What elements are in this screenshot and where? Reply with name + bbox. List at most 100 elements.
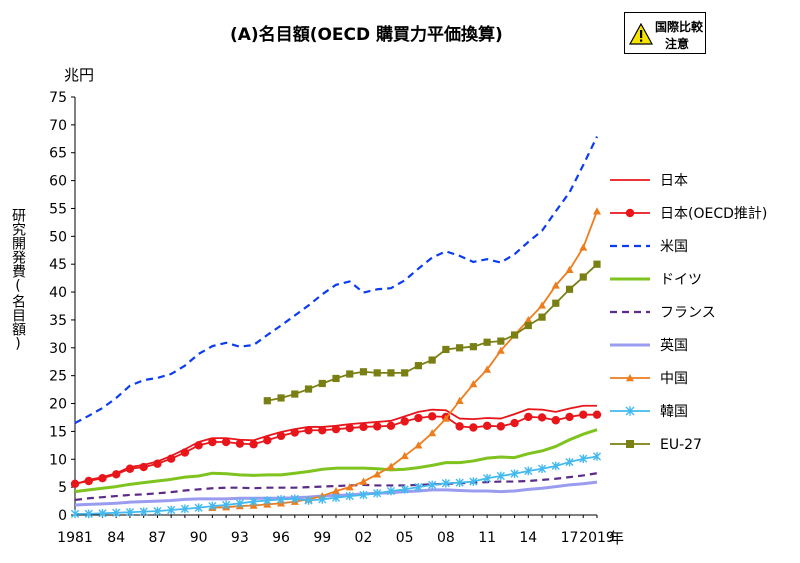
data-point-circle xyxy=(386,421,396,431)
data-point-star xyxy=(194,503,203,513)
legend-item: ドイツ xyxy=(610,272,702,288)
y-tick-label: 35 xyxy=(49,313,67,329)
data-point-circle xyxy=(331,424,341,434)
data-point-circle xyxy=(180,448,190,457)
data-point-star xyxy=(537,464,547,474)
y-tick-label: 5 xyxy=(58,480,67,496)
data-point-square xyxy=(497,337,505,345)
legend-label: 英国 xyxy=(660,337,688,354)
warning-badge-line2: 注意 xyxy=(665,37,690,51)
data-point-triangle xyxy=(455,396,464,404)
data-point-star xyxy=(318,495,327,504)
data-point-triangle xyxy=(524,315,533,324)
data-point-star xyxy=(625,406,635,416)
data-point-square xyxy=(524,321,532,330)
data-point-square xyxy=(359,368,368,376)
series-line xyxy=(74,428,598,494)
y-tick-label: 0 xyxy=(58,508,67,524)
data-point-square xyxy=(456,344,464,352)
data-point-circle xyxy=(290,428,299,437)
data-point-star xyxy=(592,452,602,461)
data-point-circle xyxy=(194,441,203,450)
data-point-circle xyxy=(166,454,176,463)
y-tick-label: 70 xyxy=(49,118,67,134)
y-tick-label: 15 xyxy=(49,424,67,440)
x-tick-label: 11 xyxy=(478,530,496,546)
legend-item: フランス xyxy=(610,305,716,321)
data-point-square xyxy=(483,338,491,346)
data-point-circle xyxy=(524,412,533,422)
data-point-square xyxy=(442,345,450,354)
data-point-triangle xyxy=(593,207,601,215)
data-point-circle xyxy=(235,439,245,448)
legend-label: 日本 xyxy=(660,173,688,189)
data-point-triangle xyxy=(345,483,354,491)
data-point-star xyxy=(167,505,176,515)
data-point-circle xyxy=(455,422,464,431)
x-tick-label: 96 xyxy=(272,530,290,546)
data-point-star xyxy=(483,473,492,483)
data-point-square xyxy=(346,370,354,378)
y-tick-label: 30 xyxy=(49,341,67,357)
data-point-star xyxy=(222,500,231,510)
data-point-circle xyxy=(304,426,313,435)
data-point-square xyxy=(263,397,271,405)
data-point-circle xyxy=(98,474,107,483)
data-point-star xyxy=(441,478,450,488)
data-point-square xyxy=(373,369,381,377)
data-point-triangle xyxy=(551,281,560,289)
legend-label: EU-27 xyxy=(660,437,702,453)
data-point-star xyxy=(208,501,217,511)
data-point-square xyxy=(552,299,560,307)
warning-badge-line1: 国際比較 xyxy=(655,20,704,34)
data-point-circle xyxy=(70,479,80,488)
x-tick-label: 17 xyxy=(561,530,579,546)
data-point-circle xyxy=(263,436,272,445)
data-point-triangle xyxy=(441,414,450,422)
data-point-square xyxy=(579,273,587,281)
data-point-circle xyxy=(414,413,423,423)
data-point-star xyxy=(125,507,135,517)
data-point-circle xyxy=(510,418,519,428)
data-point-circle xyxy=(249,440,258,449)
international-comparison-warning-badge: 国際比較 注意 xyxy=(624,12,706,54)
y-axis-label: 研究開発費(名目額) xyxy=(10,208,26,352)
data-point-square xyxy=(510,331,519,339)
data-point-star xyxy=(469,477,478,486)
series-line xyxy=(267,263,598,402)
x-tick-label: 90 xyxy=(190,530,208,546)
data-point-star xyxy=(70,509,80,519)
data-point-circle xyxy=(276,431,286,441)
data-point-star xyxy=(263,496,272,505)
data-point-star xyxy=(84,509,93,519)
data-point-square xyxy=(428,356,436,364)
series-8 xyxy=(263,260,601,405)
data-point-square xyxy=(469,343,477,351)
data-point-star xyxy=(455,478,464,487)
data-point-triangle xyxy=(428,429,437,437)
legend-item: 米国 xyxy=(610,239,688,255)
data-point-star xyxy=(524,466,533,476)
data-point-circle xyxy=(469,423,478,432)
data-point-circle xyxy=(221,437,231,447)
x-tick-label: 93 xyxy=(231,530,249,546)
data-point-square xyxy=(318,379,326,388)
data-point-triangle xyxy=(414,441,423,449)
y-tick-label: 50 xyxy=(49,229,67,245)
data-point-triangle xyxy=(386,462,395,470)
x-tick-label: 08 xyxy=(437,530,455,546)
x-tick-label: 1981 xyxy=(57,530,93,546)
data-point-circle xyxy=(579,410,588,419)
data-point-star xyxy=(373,488,382,498)
y-tick-label: 25 xyxy=(49,369,67,385)
series-2 xyxy=(74,136,598,425)
series-1 xyxy=(70,410,602,488)
legend-item: EU-27 xyxy=(610,437,702,453)
data-point-triangle xyxy=(538,301,547,309)
data-point-triangle xyxy=(565,265,574,273)
x-tick-label: 14 xyxy=(519,530,537,546)
series-line xyxy=(212,210,598,509)
legend-label: 中国 xyxy=(660,371,688,387)
data-point-star xyxy=(551,461,560,471)
